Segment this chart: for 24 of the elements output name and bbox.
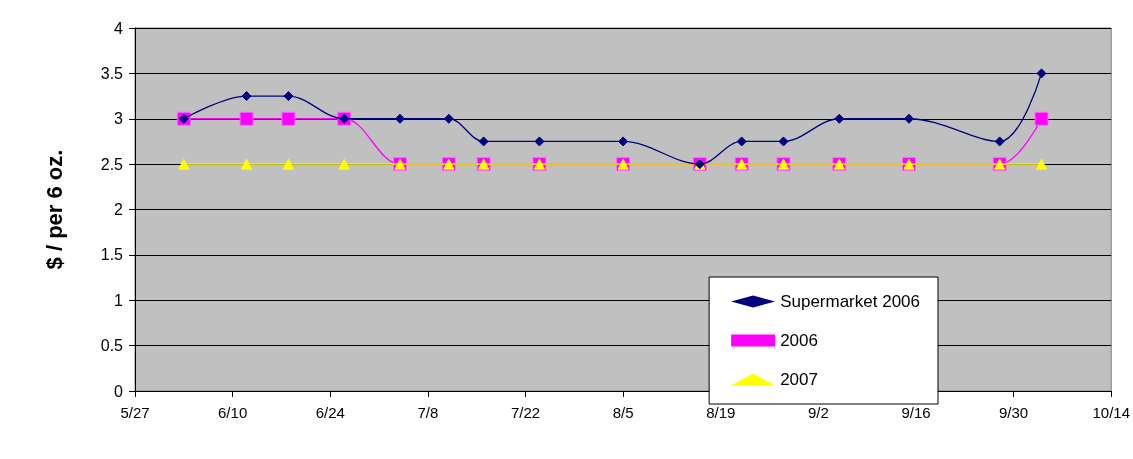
y-tick-label: 3	[114, 110, 124, 128]
x-tick-label: 7/8	[417, 404, 439, 421]
x-tick-label: 9/30	[999, 404, 1029, 421]
y-tick-label: 0	[114, 382, 124, 400]
y-tick-label: 2.5	[100, 155, 124, 173]
y-tick-label: 1.5	[100, 246, 124, 264]
x-tick-label: 5/27	[120, 404, 150, 421]
x-tick-label: 9/2	[807, 404, 829, 421]
x-tick-label: 10/14	[1092, 404, 1131, 421]
x-tick-label: 6/24	[315, 404, 345, 421]
y-tick-label: 0.5	[100, 337, 124, 355]
x-tick-label: 9/16	[901, 404, 931, 421]
y-tick-label: 2	[114, 201, 124, 218]
y-tick-label: 1	[114, 291, 124, 309]
y-axis-title: $ / per 6 oz.	[41, 149, 67, 270]
x-tick-label: 6/10	[218, 404, 248, 421]
x-tick-label: 8/19	[706, 404, 736, 421]
x-tick-label: 7/22	[510, 404, 541, 421]
legend-label: 2007	[780, 370, 818, 389]
legend-label: Supermarket 2006	[780, 292, 921, 311]
legend-label: 2006	[780, 331, 818, 350]
y-tick-label: 3.5	[100, 64, 124, 82]
x-tick-label: 8/5	[612, 404, 634, 421]
y-tick-label: 4	[114, 19, 124, 37]
